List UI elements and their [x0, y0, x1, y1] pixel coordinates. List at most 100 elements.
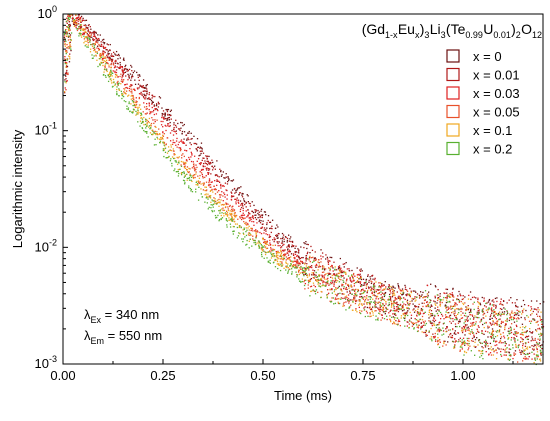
- data-point: [406, 321, 408, 323]
- data-point: [130, 64, 132, 67]
- data-point: [304, 267, 306, 270]
- data-point: [443, 292, 445, 294]
- data-point: [272, 248, 274, 250]
- data-point: [194, 169, 196, 171]
- data-point: [334, 293, 337, 296]
- data-point: [258, 214, 260, 216]
- data-point: [485, 351, 487, 353]
- data-point: [326, 297, 328, 299]
- data-point: [435, 324, 438, 326]
- data-point: [345, 288, 347, 291]
- data-point: [457, 295, 459, 297]
- data-point: [173, 128, 175, 131]
- data-point: [540, 333, 542, 335]
- data-point: [385, 315, 388, 317]
- data-point: [307, 279, 309, 282]
- data-point: [349, 290, 351, 292]
- data-point: [258, 242, 260, 244]
- data-point: [389, 290, 391, 292]
- data-point: [96, 39, 98, 41]
- data-point: [84, 25, 86, 27]
- data-point: [340, 297, 343, 299]
- data-point: [119, 75, 121, 78]
- data-point: [430, 313, 433, 315]
- data-point: [308, 273, 311, 275]
- data-point: [296, 260, 298, 262]
- data-point: [149, 113, 151, 115]
- data-point: [429, 306, 431, 308]
- data-point: [212, 206, 214, 208]
- data-point: [164, 112, 166, 114]
- data-point: [137, 76, 139, 79]
- data-point: [288, 234, 290, 236]
- data-point: [199, 146, 202, 148]
- data-point: [156, 119, 158, 121]
- data-point: [471, 325, 473, 327]
- data-point: [434, 315, 436, 317]
- data-point: [446, 288, 449, 291]
- data-point: [132, 110, 134, 113]
- data-point: [283, 258, 285, 260]
- data-point: [195, 164, 197, 166]
- data-point: [169, 114, 172, 117]
- data-point: [323, 275, 325, 277]
- data-point: [158, 133, 161, 135]
- data-point: [288, 251, 291, 253]
- data-point: [192, 163, 195, 166]
- data-point: [249, 217, 251, 219]
- data-point: [540, 323, 543, 325]
- data-point: [374, 302, 376, 304]
- data-point: [219, 212, 221, 214]
- data-point: [236, 223, 238, 225]
- data-point: [331, 256, 333, 259]
- data-point: [208, 155, 210, 158]
- data-point: [438, 323, 440, 326]
- data-point: [402, 292, 405, 294]
- data-point: [287, 257, 290, 259]
- data-point: [539, 346, 542, 348]
- data-point: [345, 282, 347, 284]
- data-point: [477, 305, 480, 308]
- data-point: [373, 290, 376, 293]
- data-point: [307, 266, 309, 269]
- data-point: [208, 180, 211, 182]
- data-point: [441, 334, 443, 336]
- data-point: [143, 102, 145, 104]
- data-point: [111, 58, 114, 61]
- data-point: [404, 288, 407, 290]
- data-point: [72, 23, 75, 26]
- data-point: [151, 106, 153, 109]
- data-point: [516, 325, 518, 328]
- legend-swatch: [446, 141, 460, 156]
- data-point: [72, 21, 75, 23]
- data-point: [212, 167, 215, 169]
- data-point: [66, 62, 68, 64]
- data-point: [392, 313, 394, 315]
- data-point: [338, 267, 340, 269]
- data-point: [500, 342, 502, 344]
- data-point: [354, 297, 356, 299]
- data-point: [452, 299, 454, 301]
- data-point: [361, 310, 363, 312]
- data-point: [246, 243, 248, 246]
- data-point: [112, 55, 115, 58]
- data-point: [449, 296, 452, 298]
- data-point: [541, 326, 543, 328]
- data-point: [468, 340, 470, 342]
- data-point: [382, 309, 384, 311]
- data-point: [69, 58, 71, 60]
- data-point: [378, 286, 380, 288]
- data-point: [191, 180, 193, 183]
- data-point: [355, 282, 357, 284]
- data-point: [534, 357, 536, 359]
- data-point: [181, 154, 183, 156]
- data-point: [442, 333, 445, 335]
- data-point: [504, 328, 506, 331]
- data-point: [387, 308, 389, 311]
- data-point: [352, 300, 354, 303]
- data-point: [422, 291, 424, 294]
- data-point: [310, 290, 312, 293]
- data-point: [405, 294, 408, 297]
- data-point: [164, 151, 167, 154]
- data-point: [375, 303, 377, 306]
